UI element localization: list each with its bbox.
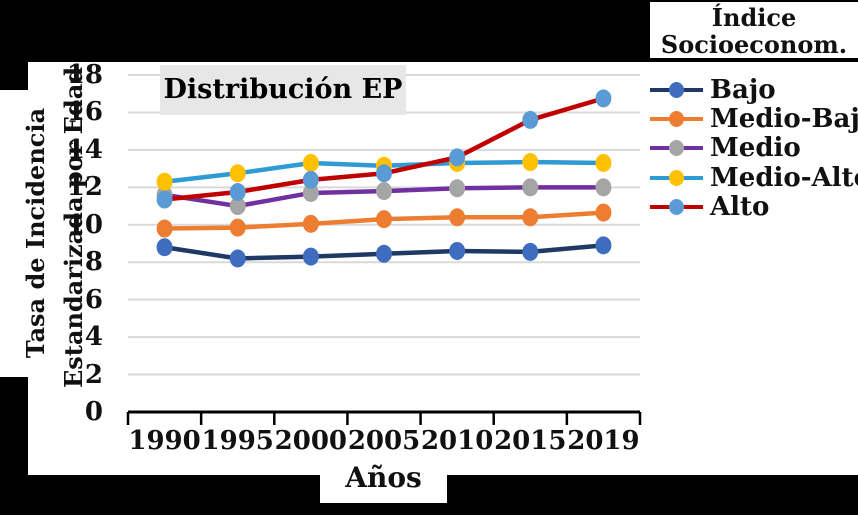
- legend-label: Medio-Bajo: [710, 104, 858, 135]
- y-tick-label-18: 18: [66, 60, 103, 90]
- x-tick-label-2005: 2005: [347, 426, 421, 456]
- x-axis-title: Años: [345, 461, 422, 494]
- data-point-medio-alto-2015: [522, 153, 539, 172]
- data-point-medio-2005: [376, 182, 392, 201]
- data-point-alto-2005: [376, 164, 392, 183]
- legend-label: Medio: [710, 133, 801, 164]
- legend-marker-icon: [669, 198, 684, 215]
- legend-swatch-icon: [650, 109, 703, 129]
- data-point-alto-2000: [302, 170, 319, 189]
- y-tick-label-2: 2: [84, 359, 103, 390]
- legend-label: Medio-Alto: [710, 162, 858, 193]
- x-axis-title-box: Años: [320, 452, 447, 503]
- left-black-strip-lower: [0, 377, 28, 475]
- legend-item-alto: Alto: [648, 191, 770, 222]
- data-point-bajo-1990: [156, 238, 173, 257]
- legend-title-box: Índice Socioeconom.: [650, 2, 858, 58]
- y-tick-label-12: 12: [66, 172, 103, 203]
- data-point-medio-bajo-2019: [595, 203, 612, 222]
- y-tick-label-0: 0: [84, 397, 103, 427]
- y-tick-label-16: 16: [66, 97, 103, 128]
- legend-swatch-icon: [650, 80, 703, 100]
- chart-title: Distribución EP: [163, 74, 403, 105]
- legend-marker-icon: [669, 111, 684, 128]
- legend-marker-icon: [669, 82, 684, 98]
- legend-swatch-icon: [650, 138, 703, 158]
- legend-marker-icon: [669, 140, 684, 157]
- y-tick-label-8: 8: [84, 247, 103, 278]
- data-point-alto-2010: [449, 148, 466, 167]
- data-point-bajo-2019: [595, 236, 612, 255]
- legend-title-line1: Índice: [711, 3, 797, 32]
- y-tick-label-4: 4: [84, 322, 103, 353]
- y-tick-label-10: 10: [66, 209, 103, 240]
- y-tick-label-14: 14: [66, 134, 103, 165]
- legend-label: Alto: [710, 191, 770, 222]
- data-point-medio-2000: [302, 183, 319, 202]
- data-point-medio-1995: [229, 197, 246, 216]
- data-point-medio-bajo-1995: [229, 218, 246, 237]
- data-point-alto-2019: [595, 89, 612, 108]
- legend-swatch-icon: [650, 168, 703, 188]
- x-tick-label-2015: 2015: [494, 426, 567, 456]
- data-point-medio-alto-1995: [229, 164, 246, 183]
- data-point-medio-alto-1990: [156, 172, 173, 191]
- x-tick-label-2019: 2019: [567, 426, 640, 456]
- data-point-medio-2010: [449, 179, 466, 198]
- y-tick-label-6: 6: [84, 284, 103, 315]
- data-point-medio-bajo-2010: [449, 208, 466, 227]
- data-point-medio-bajo-2015: [522, 208, 539, 227]
- data-point-medio-2019: [595, 178, 612, 197]
- data-point-alto-1990: [156, 190, 173, 209]
- data-point-bajo-2010: [449, 241, 466, 260]
- data-point-medio-alto-2000: [302, 153, 319, 172]
- legend-swatch-icon: [650, 197, 703, 217]
- legend-item-medio: Medio: [648, 133, 801, 164]
- legend-item-bajo: Bajo: [648, 75, 776, 105]
- data-point-alto-2015: [522, 110, 539, 129]
- data-point-bajo-2000: [302, 247, 319, 266]
- data-point-medio-2015: [522, 178, 539, 197]
- data-point-medio-bajo-2000: [302, 214, 319, 233]
- legend-item-medio-bajo: Medio-Bajo: [648, 104, 858, 135]
- x-tick-label-1995: 1995: [201, 426, 274, 456]
- data-point-alto-1995: [229, 183, 246, 202]
- legend-label: Bajo: [710, 75, 776, 105]
- left-black-strip-upper: [0, 62, 28, 90]
- data-point-medio-alto-2019: [595, 153, 612, 172]
- data-point-bajo-2015: [522, 242, 539, 261]
- x-tick-label-1990: 1990: [128, 426, 201, 456]
- legend-marker-icon: [669, 169, 684, 186]
- data-point-medio-bajo-1990: [156, 219, 173, 238]
- data-point-medio-bajo-2005: [376, 210, 392, 229]
- x-tick-label-2010: 2010: [420, 426, 494, 456]
- data-point-bajo-1995: [229, 249, 246, 268]
- chart-title-box: Distribución EP: [160, 65, 406, 115]
- legend-item-medio-alto: Medio-Alto: [648, 162, 858, 193]
- line-chart-plot-area: [126, 74, 642, 425]
- legend-title-line2: Socioeconom.: [660, 30, 848, 59]
- x-tick-label-2000: 2000: [274, 426, 348, 456]
- data-point-bajo-2005: [376, 244, 392, 263]
